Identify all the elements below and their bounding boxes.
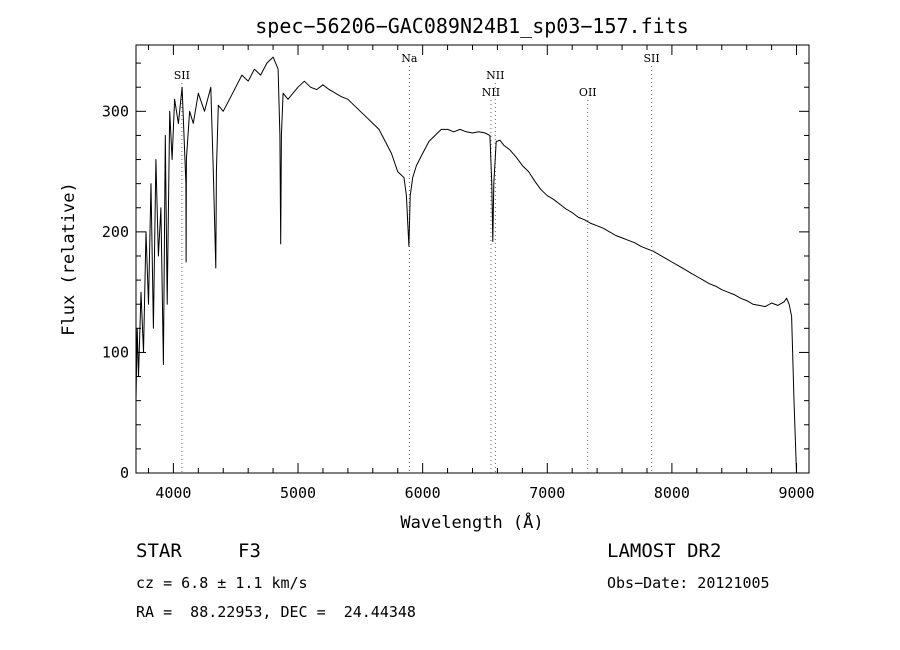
- x-tick-label: 4000: [155, 484, 191, 502]
- y-tick-label: 200: [102, 223, 129, 241]
- x-tick-label: 5000: [280, 484, 316, 502]
- spectrum-line: [135, 56, 797, 474]
- y-axis-label: Flux (relative): [59, 182, 79, 336]
- axis-ticks: 4000 5000 6000 7000 8000 9000 0 100 200 300: [102, 45, 815, 502]
- spectrum-series: [135, 56, 797, 474]
- x-tick-label: 6000: [405, 484, 441, 502]
- observation-date: Obs−Date: 20121005: [607, 574, 770, 592]
- x-tick-label: 8000: [654, 484, 690, 502]
- x-tick-label: 7000: [529, 484, 565, 502]
- spectral-line-label: SII: [643, 52, 659, 65]
- spectral-line-label: OII: [579, 86, 597, 99]
- x-axis-label: Wavelength (Å): [400, 511, 543, 533]
- survey-name: LAMOST DR2: [607, 540, 722, 562]
- y-tick-label: 100: [102, 343, 129, 361]
- coordinates-readout: RA = 88.22953, DEC = 24.44348: [136, 603, 416, 621]
- y-tick-label: 300: [102, 102, 129, 120]
- velocity-readout: cz = 6.8 ± 1.1 km/s: [136, 574, 308, 592]
- spectral-line-label: Na: [401, 52, 418, 65]
- spectral-line-label: SII: [174, 69, 190, 82]
- chart-title: spec−56206−GAC089N24B1_sp03−157.fits: [255, 14, 688, 38]
- x-tick-label: 9000: [778, 484, 814, 502]
- object-class: STAR: [136, 540, 182, 562]
- y-tick-label: 0: [120, 464, 129, 482]
- spectral-line-label: NII: [482, 86, 500, 99]
- spectral-line-label: NII: [486, 69, 504, 82]
- object-subclass: F3: [238, 540, 261, 562]
- spectral-line-markers: SII Na NII NII OII SII: [174, 52, 660, 473]
- plot-frame: [135, 44, 810, 474]
